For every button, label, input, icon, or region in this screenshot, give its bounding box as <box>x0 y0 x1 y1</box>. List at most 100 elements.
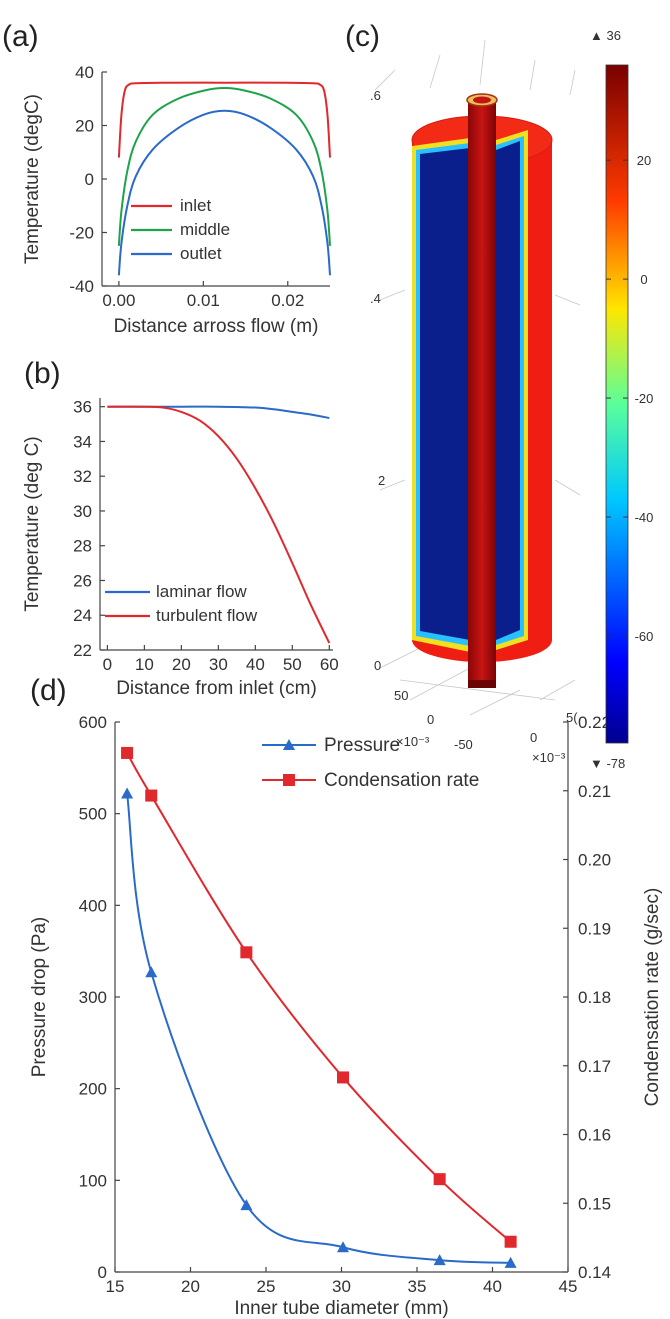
chart-d-legend-label: Pressure <box>324 735 400 756</box>
chart-b-xlabel: Distance from inlet (cm) <box>116 678 317 699</box>
y-tick-neg50: -50 <box>454 737 473 752</box>
chart-b-series-laminar flow <box>107 405 330 419</box>
colorbar-tick-label: -40 <box>635 510 654 525</box>
chart-d-ylabel: Pressure drop (Pa) <box>29 917 50 1078</box>
chart-d-xtick-label: 25 <box>257 1277 276 1296</box>
chart-d-legend-label: Condensation rate <box>324 770 479 791</box>
chart-b-ytick-label: 24 <box>73 606 92 625</box>
x-tick-50: 5( <box>566 710 578 725</box>
chart-d-legend-marker <box>283 739 295 750</box>
chart-d-pressure-point <box>504 1256 517 1268</box>
panel-label-d: (d) <box>30 674 67 707</box>
chart-d-y2tick-label: 0.22 <box>578 713 611 732</box>
chart-d-pressure-point <box>145 966 158 978</box>
colorbar-ticks: 20 0 -20 -40 -60 <box>606 153 653 644</box>
chart-d-legend-marker <box>283 774 295 786</box>
chart-d-ytick-label: 500 <box>79 805 107 824</box>
colorbar-tick-label: -20 <box>635 391 654 406</box>
chart-d-y2tick-label: 0.14 <box>578 1263 611 1282</box>
chart-d-condensation-point <box>337 1071 350 1084</box>
chart-d-xtick-label: 40 <box>483 1277 502 1296</box>
chart-b-ytick-label: 34 <box>73 432 92 451</box>
inner-tube-bottom <box>468 680 496 688</box>
chart-b-xtick-label: 30 <box>209 655 228 674</box>
chart-b-series-turbulent flow <box>107 405 331 644</box>
colorbar-max: ▲ 36 <box>590 28 621 43</box>
chart-d-condensation-point <box>504 1235 517 1248</box>
chart-b-ytick-label: 28 <box>73 537 92 556</box>
chart-a-xtick-label: 0.00 <box>102 291 135 310</box>
chart-b-legend-label: turbulent flow <box>156 606 258 625</box>
chart-b-xtick-label: 10 <box>135 655 154 674</box>
chart-d-condensation-point <box>433 1173 446 1186</box>
3d-axis-labels: .6 .4 2 0 50 0 -50 0 5( ×10⁻³ ×10⁻³ <box>370 88 578 765</box>
chart-d-ytick-label: 300 <box>79 988 107 1007</box>
panel-label-a: (a) <box>2 20 39 53</box>
chart-d-ytick-label: 200 <box>79 1080 107 1099</box>
chart-d: 15 20 25 30 35 40 45 600 500 400 300 200 100 0 Inner t… <box>29 713 663 1319</box>
chart-b-legend-label: laminar flow <box>156 582 247 601</box>
3d-grid-lines <box>374 39 581 716</box>
inner-tube-bore <box>473 96 491 104</box>
chart-b-xtick-label: 60 <box>320 655 339 674</box>
z-tick-0.6: .6 <box>370 88 381 103</box>
chart-d-y2tick-label: 0.21 <box>578 782 611 801</box>
chart-a-legend-label: middle <box>180 220 230 239</box>
chart-b-ytick-label: 36 <box>73 398 92 417</box>
chart-b-ytick-label: 26 <box>73 571 92 590</box>
panel-label-b: (b) <box>24 357 61 390</box>
colorbar <box>605 64 629 744</box>
y-tick-0: 0 <box>427 712 434 727</box>
chart-a-series-inlet <box>117 81 331 158</box>
chart-d-y2tick-label: 0.16 <box>578 1126 611 1145</box>
chart-b-xtick-label: 40 <box>246 655 265 674</box>
x-axis-scale: ×10⁻³ <box>532 750 566 765</box>
chart-a-legend-label: inlet <box>180 196 211 215</box>
colorbar-tick-label: 20 <box>637 153 651 168</box>
panel-label-c: (c) <box>345 20 380 53</box>
cut-face-left-cold <box>420 148 470 640</box>
chart-d-ytick-label: 0 <box>98 1263 107 1282</box>
cut-face-right-cold <box>496 141 520 640</box>
chart-d-ytick-label: 400 <box>79 896 107 915</box>
chart-a-xlabel: Distance arross flow (m) <box>114 316 319 337</box>
chart-d-xtick-label: 35 <box>408 1277 427 1296</box>
z-tick-0.4: .4 <box>370 291 381 306</box>
chart-a: 0.00 0.01 0.02 40 20 0 -20 -40 Distance arross f… <box>22 63 331 337</box>
chart-d-xtick-label: 20 <box>181 1277 200 1296</box>
chart-a-legend-label: outlet <box>180 244 222 263</box>
chart-d-xtick-label: 45 <box>559 1277 578 1296</box>
chart-d-y2tick-label: 0.20 <box>578 851 611 870</box>
chart-d-condensation-point <box>145 789 158 802</box>
colorbar-tick-label: 0 <box>640 272 647 287</box>
chart-d-xtick-label: 15 <box>106 1277 125 1296</box>
z-tick-0: 0 <box>374 658 381 673</box>
chart-d-y2label: Condensation rate (g/sec) <box>642 888 663 1107</box>
chart-a-series-middle <box>117 87 331 246</box>
chart-d-y2tick-label: 0.19 <box>578 919 611 938</box>
chart-b-ytick-label: 32 <box>73 467 92 486</box>
chart-d-condensation-point <box>240 946 253 959</box>
x-tick-0: 0 <box>530 730 537 745</box>
chart-d-xtick-label: 30 <box>332 1277 351 1296</box>
cylinder-3d-view: .6 .4 2 0 50 0 -50 0 5( ×10⁻³ ×10⁻³ ▲ 36… <box>370 28 653 771</box>
chart-a-ytick-label: 0 <box>85 170 94 189</box>
chart-b-xtick-label: 50 <box>283 655 302 674</box>
z-tick-0.2: 2 <box>378 473 385 488</box>
chart-d-condensation-point <box>121 746 134 759</box>
inner-tube <box>468 100 496 680</box>
chart-d-ytick-label: 100 <box>79 1171 107 1190</box>
chart-d-pressure-point <box>433 1254 446 1266</box>
colorbar-tick-label: -60 <box>635 629 654 644</box>
chart-d-pressure-point <box>121 787 134 799</box>
chart-a-ytick-label: 20 <box>75 117 94 136</box>
chart-b-xtick-label: 20 <box>172 655 191 674</box>
chart-b-ylabel: Temperature (deg C) <box>22 436 43 611</box>
chart-b: 0 10 20 30 40 50 60 36 34 32 30 28 26 24 22 Distance fr… <box>22 398 339 699</box>
chart-d-y2tick-label: 0.18 <box>578 988 611 1007</box>
chart-d-pressure-point <box>240 1199 253 1211</box>
chart-a-xtick-label: 0.02 <box>271 291 304 310</box>
chart-d-xlabel: Inner tube diameter (mm) <box>234 1298 448 1319</box>
colorbar-min: ▼ -78 <box>590 756 625 771</box>
y-tick-50: 50 <box>394 688 408 703</box>
